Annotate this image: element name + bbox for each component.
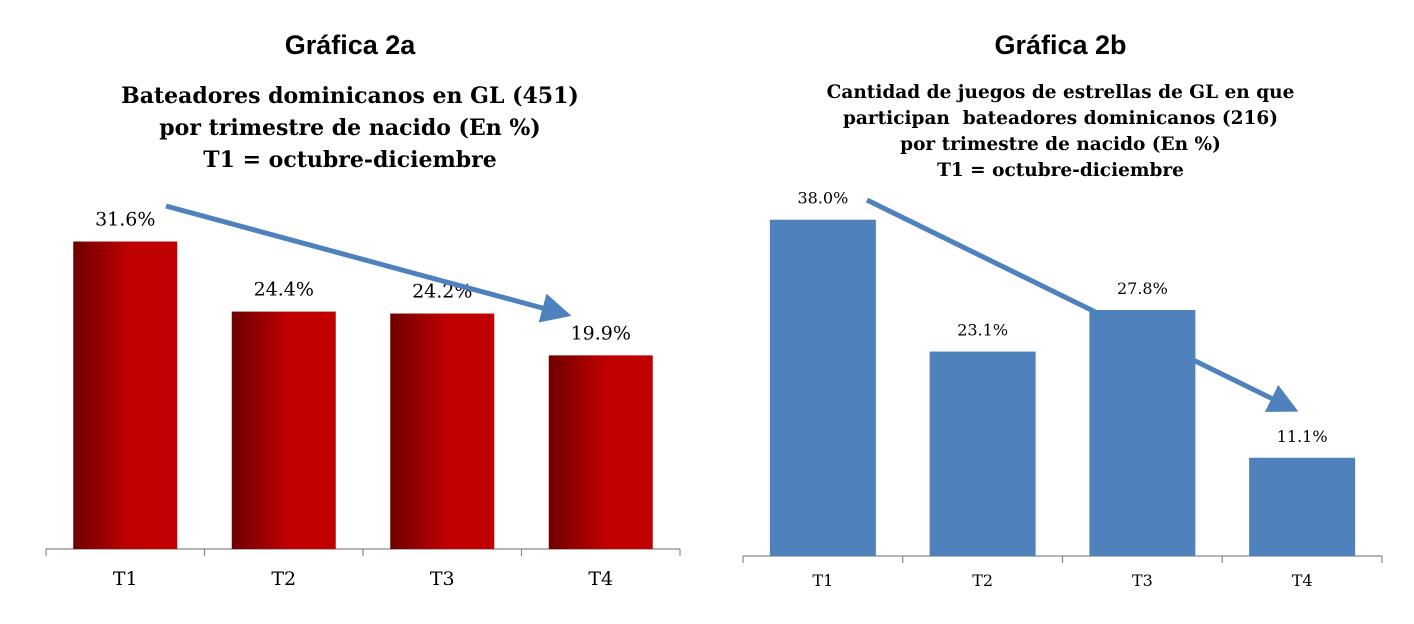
subtitle-line: por trimestre de nacido (En %): [900, 134, 1221, 155]
subtitle-line: participan bateadores dominicanos (216): [842, 108, 1279, 129]
chart-heading: Gráfica 2a: [284, 30, 416, 60]
data-label: 24.4%: [254, 279, 314, 301]
subtitle-line: T1 = octubre-diciembre: [203, 147, 497, 173]
category-label: T4: [1292, 571, 1313, 590]
data-label: 27.8%: [1117, 279, 1168, 298]
category-label: T2: [972, 571, 993, 590]
data-label: 31.6%: [95, 209, 155, 231]
chart-panel-2a: Gráfica 2a Bateadores dominicanos en GL …: [0, 0, 700, 624]
data-label: 23.1%: [957, 321, 1008, 340]
bar-t2: [231, 311, 336, 549]
bar-chart-2b: 38.0% T1 23.1% T2 27.8% T3 11.1% T4: [742, 189, 1383, 590]
data-label: 19.9%: [571, 322, 631, 344]
data-label: 11.1%: [1277, 427, 1328, 446]
category-label: T1: [113, 568, 138, 590]
subtitle-line: Bateadores dominicanos en GL (451): [121, 83, 579, 109]
chart-heading: Gráfica 2b: [994, 30, 1127, 60]
chart-subtitle: Cantidad de juegos de estrellas de GL en…: [707, 80, 1414, 184]
category-label: T4: [588, 568, 613, 590]
category-label: T1: [812, 571, 833, 590]
category-label: T2: [271, 568, 296, 590]
chart-subtitle: Bateadores dominicanos en GL (451) por t…: [0, 80, 700, 176]
subtitle-line: Cantidad de juegos de estrellas de GL en…: [826, 82, 1295, 103]
subtitle-line: T1 = octubre-diciembre: [937, 160, 1184, 181]
subtitle-line: por trimestre de nacido (En %): [159, 115, 541, 141]
data-label: 38.0%: [797, 189, 848, 208]
bar-t1: [73, 241, 178, 550]
category-label: T3: [430, 568, 455, 590]
bar-t3: [390, 313, 495, 549]
bar-t3: [1089, 309, 1196, 556]
bar-chart-2a: 31.6% T1 24.4% T2 24.2% T3 19.9% T4: [45, 203, 681, 590]
bar-t1: [769, 219, 876, 556]
chart-panel-2b: Gráfica 2b Cantidad de juegos de estrell…: [707, 0, 1414, 624]
category-label: T3: [1132, 571, 1153, 590]
bar-t2: [929, 351, 1036, 556]
bar-t4: [548, 355, 653, 549]
trend-arrow: [165, 203, 572, 323]
bar-t4: [1249, 457, 1356, 556]
data-label: 24.2%: [412, 281, 472, 303]
trend-arrow: [865, 197, 1299, 412]
